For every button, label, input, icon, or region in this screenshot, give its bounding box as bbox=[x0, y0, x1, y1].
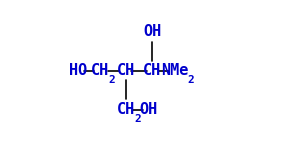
Text: NMe: NMe bbox=[161, 63, 189, 78]
Text: CH: CH bbox=[91, 63, 109, 78]
Text: 2: 2 bbox=[188, 75, 194, 85]
Text: CH: CH bbox=[117, 63, 135, 78]
Text: CH: CH bbox=[143, 63, 162, 78]
Text: HO: HO bbox=[68, 63, 87, 78]
Text: OH: OH bbox=[139, 103, 157, 117]
Text: CH: CH bbox=[117, 103, 135, 117]
Text: OH: OH bbox=[143, 24, 162, 38]
Text: 2: 2 bbox=[134, 114, 141, 124]
Text: 2: 2 bbox=[109, 75, 115, 85]
